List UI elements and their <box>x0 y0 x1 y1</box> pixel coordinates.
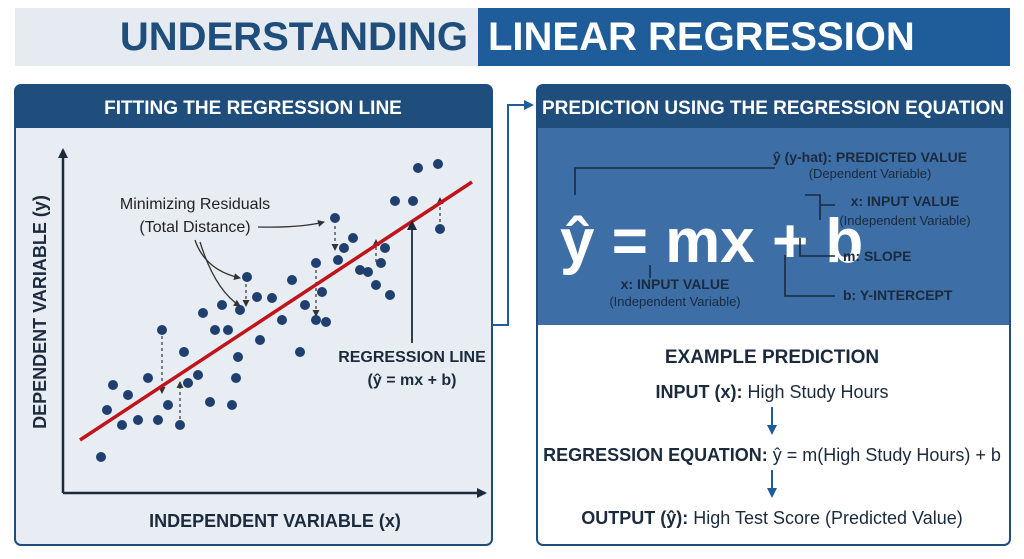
equation: ŷ = mx + b <box>560 207 863 276</box>
scatter-dot <box>355 265 365 275</box>
scatter-dot <box>376 258 386 268</box>
scatter-dot <box>242 272 252 282</box>
scatter-dot <box>287 275 297 285</box>
left-header: FITTING THE REGRESSION LINE <box>104 98 402 119</box>
step-label: INPUT (x): <box>655 382 742 402</box>
scatter-dot <box>123 390 133 400</box>
title-part2: LINEAR REGRESSION <box>488 15 915 59</box>
connector-arrow <box>492 100 534 326</box>
scatter-dot <box>267 293 277 303</box>
scatter-dot <box>295 347 305 357</box>
title-highlight <box>478 8 1010 66</box>
annotation-label: m: SLOPE <box>843 248 911 264</box>
scatter-dot <box>435 224 445 234</box>
example-step: REGRESSION EQUATION: ŷ = m(High Study Hou… <box>543 445 1001 465</box>
note-arrow <box>194 239 241 281</box>
scatter-dot <box>277 315 287 325</box>
scatter-dot <box>311 315 321 325</box>
scatter-dot <box>252 292 262 302</box>
scatter-dot <box>183 378 193 388</box>
example-step: OUTPUT (ŷ): High Test Score (Predicted Va… <box>581 508 962 528</box>
annotation-label: b: Y-INTERCEPT <box>843 287 953 303</box>
equation-area <box>538 128 1009 325</box>
scatter-dot <box>133 415 143 425</box>
scatter-dot <box>143 373 153 383</box>
scatter-dot <box>163 400 173 410</box>
scatter-dot <box>380 243 390 253</box>
scatter-dot <box>96 452 106 462</box>
scatter-dot <box>227 400 237 410</box>
residuals-note: Minimizing Residuals <box>120 196 270 213</box>
step-text: High Study Hours <box>747 382 888 402</box>
scatter-dot <box>108 380 118 390</box>
step-text: ŷ = m(High Study Hours) + b <box>773 445 1001 465</box>
scatter-dot <box>217 300 227 310</box>
scatter-dot <box>385 290 395 300</box>
scatter-dot <box>363 267 373 277</box>
scatter-dot <box>348 233 358 243</box>
scatter-dot <box>175 420 185 430</box>
example-step: INPUT (x): High Study Hours <box>655 382 888 402</box>
x-axis-label: INDEPENDENT VARIABLE (x) <box>149 511 401 531</box>
scatter-dot <box>205 397 215 407</box>
annotation-label: x: INPUT VALUE <box>621 276 730 292</box>
residuals-note: (Total Distance) <box>139 219 250 236</box>
scatter-dot <box>408 196 418 206</box>
scatter-dot <box>153 415 163 425</box>
annotation-sub: (Dependent Variable) <box>809 166 932 181</box>
brackets <box>574 167 835 297</box>
title-part1: UNDERSTANDING <box>120 15 468 59</box>
note-arrow <box>257 220 325 228</box>
left-header-bg <box>15 85 492 128</box>
scatter-dot <box>223 325 233 335</box>
right-header-bg <box>537 85 1010 128</box>
step-label: REGRESSION EQUATION: <box>543 445 768 465</box>
scatter-dot <box>102 405 112 415</box>
scatter-dot <box>210 325 220 335</box>
scatter-dot <box>233 352 243 362</box>
scatter-dot <box>330 213 340 223</box>
scatter-dot <box>231 373 241 383</box>
annotation-label: x: INPUT VALUE <box>851 193 960 209</box>
regression-line <box>79 180 473 442</box>
line-label: (ŷ = mx + b) <box>368 372 457 389</box>
annotation-sub: (Independent Variable) <box>609 294 740 309</box>
scatter-dot <box>193 370 203 380</box>
y-axis-label: DEPENDENT VARIABLE (y) <box>30 195 50 429</box>
scatter-dot <box>300 300 310 310</box>
annotation-label: ŷ (y-hat): PREDICTED VALUE <box>773 149 967 165</box>
scatter-dot <box>321 317 331 327</box>
annotation-sub: (Independent Variable) <box>839 213 970 228</box>
scatter-dot <box>157 325 167 335</box>
scatter-dot <box>371 280 381 290</box>
step-label: OUTPUT (ŷ): <box>581 508 688 528</box>
scatter-dot <box>198 308 208 318</box>
scatter-dot <box>179 347 189 357</box>
scatter-dot <box>413 163 423 173</box>
scatter-dot <box>433 159 443 169</box>
scatter-dot <box>255 335 265 345</box>
line-label: REGRESSION LINE <box>338 349 486 366</box>
scatter-dot <box>317 287 327 297</box>
left-panel <box>14 84 493 546</box>
example-title: EXAMPLE PREDICTION <box>665 347 879 368</box>
scatter-dot <box>390 196 400 206</box>
scatter-dot <box>117 420 127 430</box>
scatter-dot <box>311 258 321 268</box>
scatter-dot <box>235 305 245 315</box>
step-text: High Test Score (Predicted Value) <box>693 508 962 528</box>
right-header: PREDICTION USING THE REGRESSION EQUATION <box>542 98 1004 119</box>
scatter-dot <box>333 255 343 265</box>
note-arrow <box>199 241 241 307</box>
scatter-dot <box>339 243 349 253</box>
